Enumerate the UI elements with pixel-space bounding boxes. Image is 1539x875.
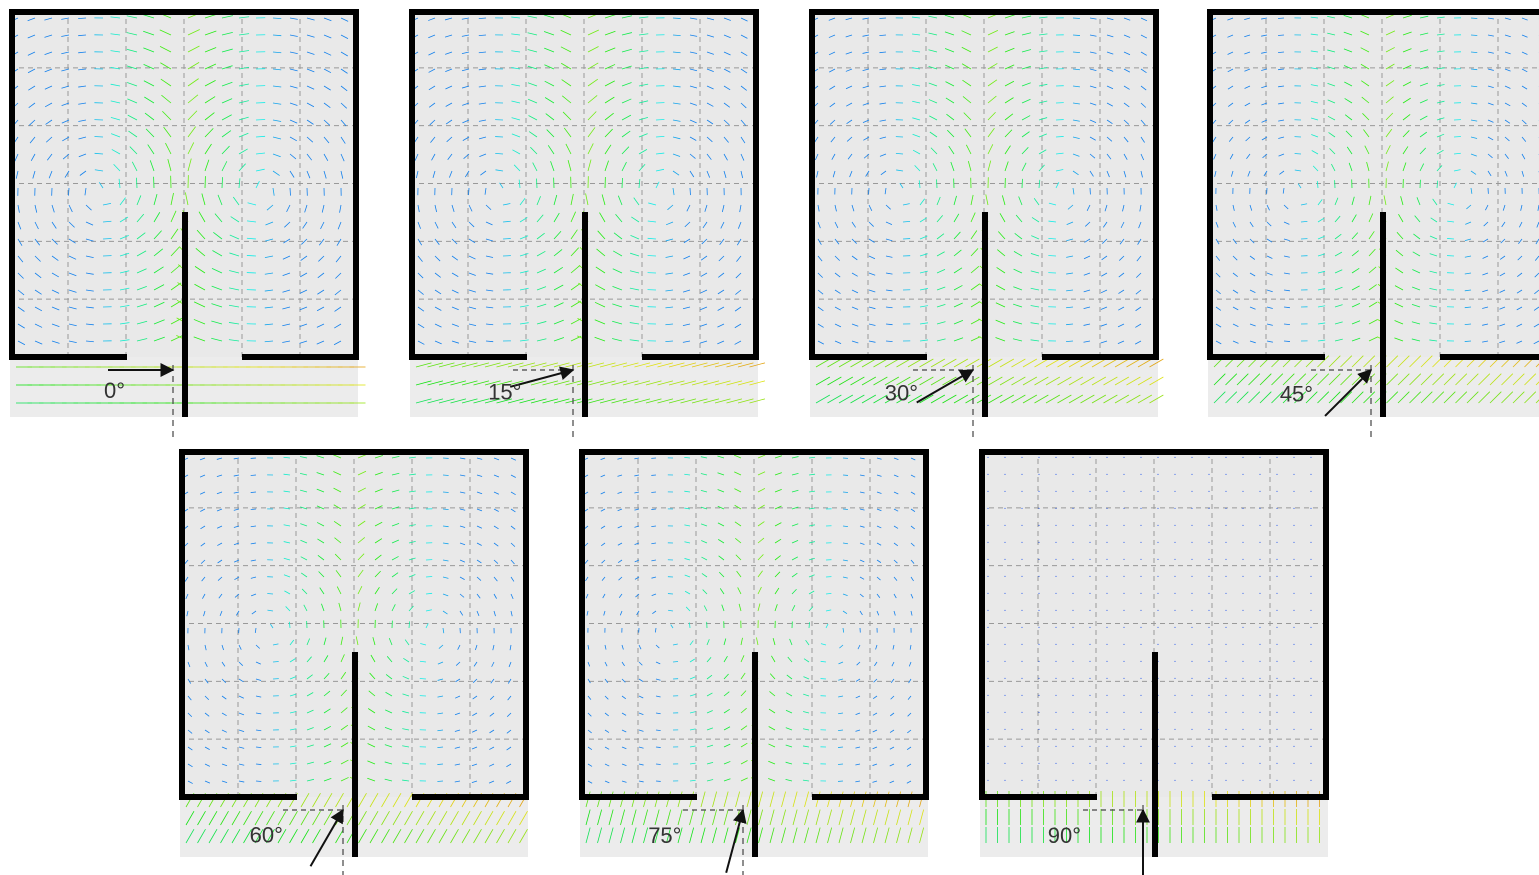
flow-vector: [273, 661, 279, 662]
flow-vector: [1447, 238, 1454, 239]
flow-vector: [843, 509, 848, 510]
panel: 45°: [1208, 10, 1539, 438]
panel: 75°: [580, 450, 928, 875]
angle-label: 60°: [250, 822, 283, 847]
panel: 15°: [410, 10, 765, 438]
flow-vector: [1295, 153, 1301, 154]
flow-vector: [437, 764, 443, 765]
flow-vector: [656, 747, 661, 748]
outside-area: [1208, 357, 1539, 417]
flow-vector: [1284, 341, 1290, 342]
flow-vector: [1073, 18, 1080, 19]
panel: 0°: [10, 10, 366, 438]
flow-vector: [420, 678, 426, 679]
flow-vector: [1471, 35, 1477, 36]
flow-vector: [648, 255, 656, 256]
angle-label: 90°: [1048, 823, 1081, 848]
flow-vector: [222, 177, 223, 188]
flow-vector: [136, 178, 137, 188]
angle-label: 30°: [885, 381, 918, 406]
panel: 60°: [180, 450, 528, 875]
flow-vector: [256, 764, 261, 765]
angle-label: 75°: [648, 823, 681, 848]
flow-vector: [290, 188, 291, 196]
flow-vector: [689, 623, 690, 628]
flow-vector: [1465, 341, 1471, 342]
angle-label: 15°: [488, 379, 521, 404]
flow-vector: [838, 747, 843, 748]
flow-vector: [443, 492, 449, 493]
flow-vector: [809, 622, 810, 628]
flow-vector: [251, 492, 256, 493]
panel: 30°: [810, 10, 1163, 438]
flow-vector: [247, 255, 256, 256]
angle-label: 45°: [1280, 382, 1313, 407]
panel: 90°: [980, 450, 1328, 875]
flow-vector: [536, 179, 537, 188]
angle-label: 0°: [104, 378, 125, 403]
flow-vector: [622, 178, 623, 188]
figure: 0° 15° 30° 45° 60° 75° 90°: [0, 0, 1539, 875]
flow-vector: [1278, 35, 1284, 36]
flow-vector: [256, 119, 265, 120]
flow-vector: [879, 18, 886, 19]
flow-vector: [1454, 136, 1461, 137]
flow-vector: [103, 238, 112, 239]
flow-vector: [651, 509, 656, 510]
page: 0°15°30°45°60°75°90° (() => { const data…: [0, 0, 1539, 875]
